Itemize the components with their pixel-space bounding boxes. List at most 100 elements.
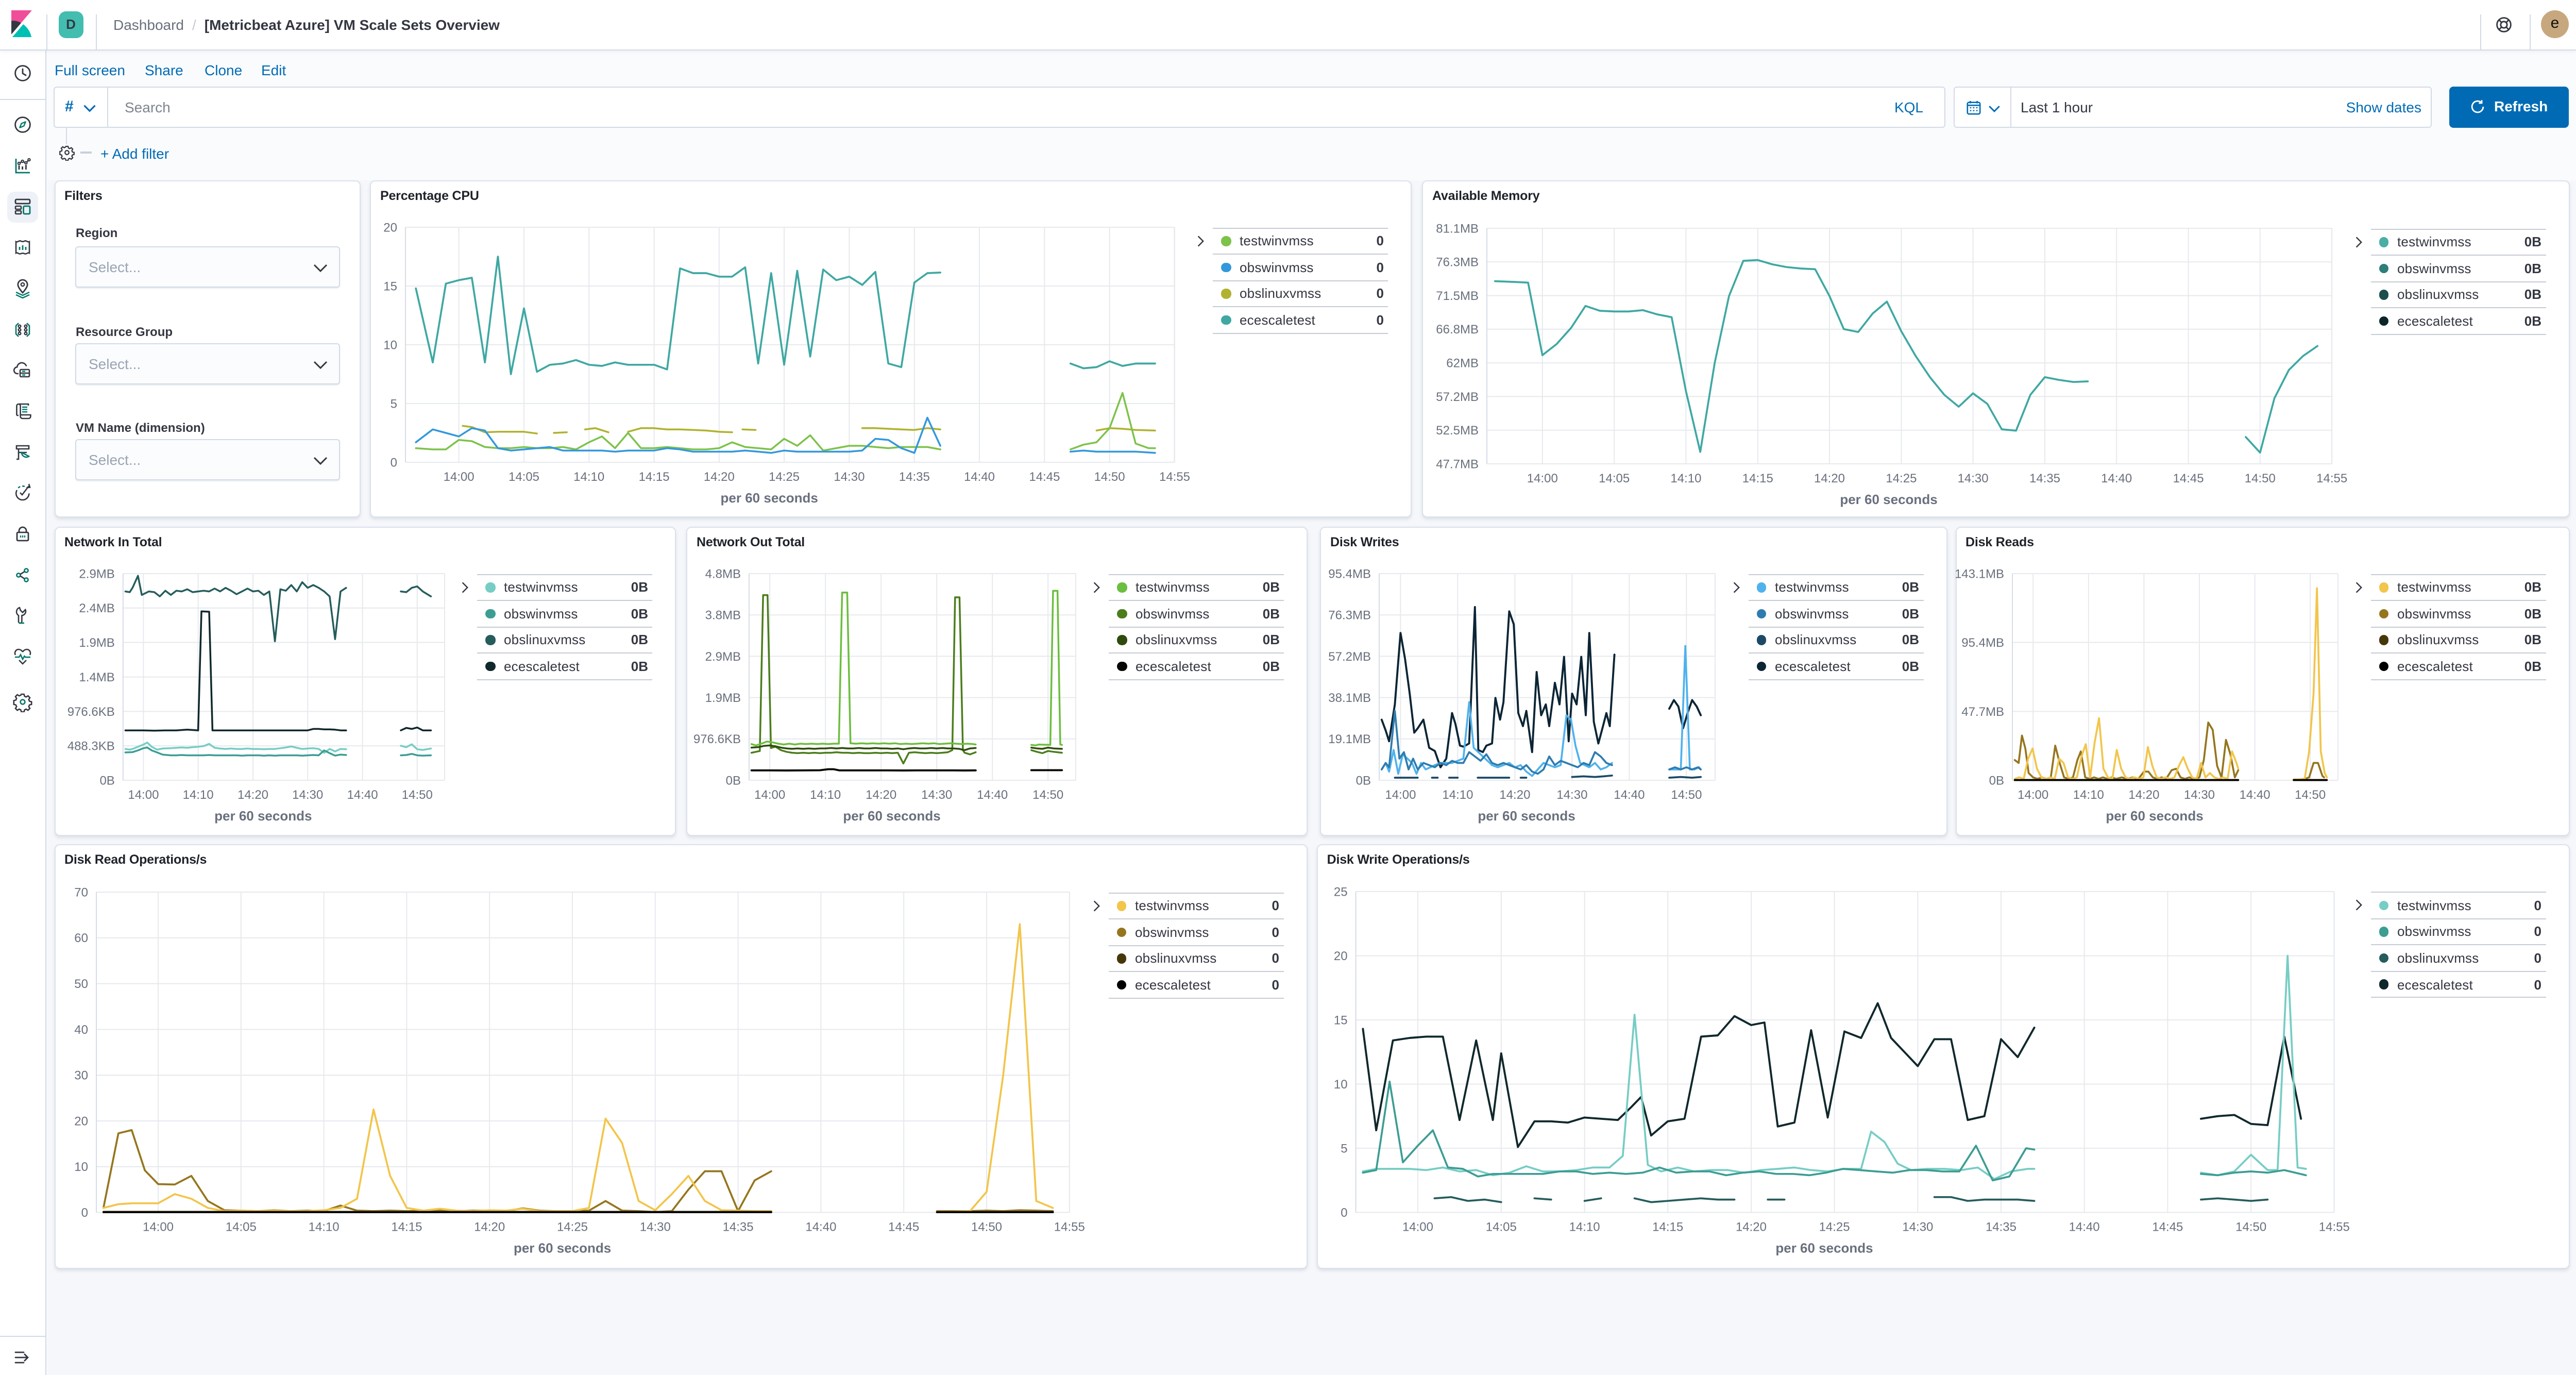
svg-text:14:25: 14:25 [556, 1220, 587, 1234]
svg-text:0: 0 [391, 456, 397, 469]
svg-text:14:40: 14:40 [1614, 788, 1645, 802]
svg-text:14:30: 14:30 [1958, 472, 1989, 485]
svg-text:71.5MB: 71.5MB [1436, 289, 1479, 303]
svg-text:14:00: 14:00 [1385, 788, 1416, 802]
svg-text:20: 20 [383, 221, 397, 234]
svg-text:488.3KB: 488.3KB [67, 740, 114, 753]
svg-text:14:00: 14:00 [2017, 788, 2048, 802]
svg-text:14:00: 14:00 [1402, 1220, 1433, 1234]
svg-text:14:45: 14:45 [2152, 1220, 2183, 1234]
svg-text:14:05: 14:05 [1485, 1220, 1516, 1234]
svg-text:14:55: 14:55 [1159, 470, 1190, 484]
svg-text:60: 60 [74, 931, 88, 945]
svg-text:66.8MB: 66.8MB [1436, 323, 1479, 337]
svg-text:per 60 seconds: per 60 seconds [1775, 1240, 1873, 1256]
svg-text:14:20: 14:20 [1499, 788, 1530, 802]
svg-text:47.7MB: 47.7MB [1961, 705, 2004, 719]
svg-text:14:20: 14:20 [473, 1220, 504, 1234]
svg-text:52.5MB: 52.5MB [1436, 424, 1479, 438]
svg-text:15: 15 [383, 279, 397, 293]
svg-text:14:20: 14:20 [866, 788, 896, 802]
svg-text:per 60 seconds: per 60 seconds [214, 808, 311, 824]
svg-text:14:05: 14:05 [225, 1220, 256, 1234]
svg-text:2.9MB: 2.9MB [705, 650, 741, 664]
svg-text:14:55: 14:55 [2318, 1220, 2349, 1234]
svg-text:70: 70 [74, 885, 88, 899]
svg-text:4.8MB: 4.8MB [705, 567, 741, 581]
svg-text:10: 10 [74, 1160, 88, 1174]
svg-text:976.6KB: 976.6KB [693, 732, 741, 746]
svg-text:14:10: 14:10 [2073, 788, 2104, 802]
svg-text:1.9MB: 1.9MB [78, 636, 114, 650]
svg-text:14:50: 14:50 [1094, 470, 1125, 484]
svg-text:14:45: 14:45 [1029, 470, 1060, 484]
svg-text:3.8MB: 3.8MB [705, 609, 741, 623]
svg-text:2.4MB: 2.4MB [78, 601, 114, 615]
svg-text:20: 20 [1334, 949, 1348, 963]
svg-text:10: 10 [1334, 1078, 1348, 1092]
svg-text:0B: 0B [99, 774, 114, 787]
svg-text:14:35: 14:35 [1986, 1220, 2016, 1234]
svg-text:14:10: 14:10 [810, 788, 841, 802]
svg-text:76.3MB: 76.3MB [1328, 609, 1371, 623]
svg-text:14:45: 14:45 [2173, 472, 2204, 485]
svg-text:14:40: 14:40 [2069, 1220, 2099, 1234]
svg-text:14:10: 14:10 [182, 788, 213, 802]
svg-text:14:30: 14:30 [834, 470, 865, 484]
svg-text:14:30: 14:30 [921, 788, 952, 802]
svg-text:14:30: 14:30 [1556, 788, 1587, 802]
svg-text:14:10: 14:10 [1569, 1220, 1600, 1234]
svg-text:47.7MB: 47.7MB [1436, 457, 1479, 471]
svg-text:14:40: 14:40 [2239, 788, 2270, 802]
svg-text:40: 40 [74, 1023, 88, 1037]
svg-text:14:35: 14:35 [899, 470, 930, 484]
svg-text:14:20: 14:20 [1814, 472, 1845, 485]
svg-text:14:00: 14:00 [754, 788, 785, 802]
svg-text:per 60 seconds: per 60 seconds [1478, 808, 1575, 824]
svg-text:14:15: 14:15 [1652, 1220, 1683, 1234]
svg-text:14:40: 14:40 [805, 1220, 836, 1234]
svg-text:1.9MB: 1.9MB [705, 691, 741, 705]
svg-text:14:30: 14:30 [1902, 1220, 1933, 1234]
svg-text:14:15: 14:15 [391, 1220, 421, 1234]
svg-text:14:45: 14:45 [888, 1220, 919, 1234]
svg-text:1.4MB: 1.4MB [78, 670, 114, 684]
svg-text:0B: 0B [1356, 774, 1371, 787]
svg-text:14:25: 14:25 [769, 470, 800, 484]
svg-text:14:50: 14:50 [1671, 788, 1702, 802]
svg-text:50: 50 [74, 977, 88, 991]
svg-text:14:15: 14:15 [1742, 472, 1773, 485]
svg-text:95.4MB: 95.4MB [1328, 567, 1371, 581]
svg-text:14:50: 14:50 [971, 1220, 1002, 1234]
svg-text:14:55: 14:55 [2316, 472, 2347, 485]
svg-text:per 60 seconds: per 60 seconds [2105, 808, 2202, 824]
svg-text:0B: 0B [726, 774, 741, 787]
svg-text:976.6KB: 976.6KB [67, 705, 114, 719]
svg-text:14:40: 14:40 [347, 788, 378, 802]
svg-text:14:50: 14:50 [2245, 472, 2276, 485]
svg-text:14:55: 14:55 [1054, 1220, 1084, 1234]
svg-text:5: 5 [1341, 1142, 1347, 1155]
svg-text:14:30: 14:30 [292, 788, 323, 802]
svg-text:per 60 seconds: per 60 seconds [1840, 492, 1937, 507]
svg-text:20: 20 [74, 1114, 88, 1128]
svg-text:14:20: 14:20 [704, 470, 735, 484]
svg-text:14:30: 14:30 [2183, 788, 2214, 802]
svg-text:14:00: 14:00 [127, 788, 158, 802]
svg-text:per 60 seconds: per 60 seconds [843, 808, 940, 824]
svg-text:95.4MB: 95.4MB [1961, 636, 2004, 650]
svg-text:25: 25 [1334, 885, 1348, 899]
svg-text:14:20: 14:20 [237, 788, 268, 802]
svg-text:14:50: 14:50 [2235, 1220, 2266, 1234]
svg-text:14:05: 14:05 [1599, 472, 1630, 485]
svg-text:143.1MB: 143.1MB [1955, 567, 2004, 581]
svg-text:62MB: 62MB [1446, 357, 1479, 371]
svg-text:15: 15 [1334, 1013, 1348, 1027]
svg-text:76.3MB: 76.3MB [1436, 256, 1479, 270]
svg-text:14:10: 14:10 [573, 470, 604, 484]
svg-text:14:10: 14:10 [308, 1220, 339, 1234]
svg-text:14:00: 14:00 [142, 1220, 173, 1234]
svg-text:14:10: 14:10 [1670, 472, 1701, 485]
svg-text:14:35: 14:35 [722, 1220, 753, 1234]
svg-text:14:40: 14:40 [977, 788, 1008, 802]
